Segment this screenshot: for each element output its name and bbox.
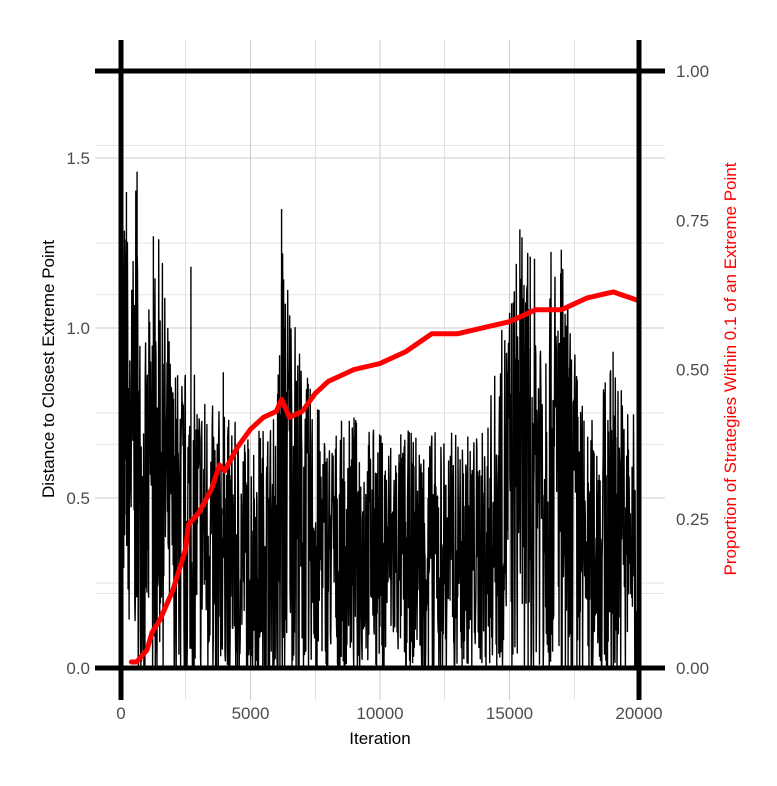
x-axis-title: Iteration: [349, 729, 410, 748]
distance-line: [120, 190, 640, 669]
y-tick-label: 1.0: [66, 319, 90, 338]
x-tick-label: 20000: [615, 704, 662, 723]
x-tick-label: 10000: [356, 704, 403, 723]
y2-axis-title: Proportion of Strategies Within 0.1 of a…: [721, 162, 740, 575]
x-tick-label: 0: [116, 704, 125, 723]
tick-labels: 0 5000 10000 15000 20000 0.0 0.5 1.0 1.5 0.00 0.25…: [66, 62, 709, 723]
x-tick-label: 5000: [232, 704, 270, 723]
axis-frame: [95, 40, 665, 700]
x-tick-label: 15000: [486, 704, 533, 723]
distance-series: [120, 171, 640, 669]
y2-tick-label: 0.25: [676, 510, 709, 529]
y-tick-label: 0.0: [66, 659, 90, 678]
y2-tick-label: 0.00: [676, 659, 709, 678]
proportion-series: [128, 289, 642, 665]
proportion-line: [128, 289, 642, 665]
y-tick-label: 0.5: [66, 489, 90, 508]
y2-tick-label: 0.75: [676, 211, 709, 230]
y2-tick-label: 1.00: [676, 62, 709, 81]
y2-tick-label: 0.50: [676, 361, 709, 380]
y-tick-label: 1.5: [66, 149, 90, 168]
y-axis-title: Distance to Closest Extreme Point: [39, 240, 58, 498]
